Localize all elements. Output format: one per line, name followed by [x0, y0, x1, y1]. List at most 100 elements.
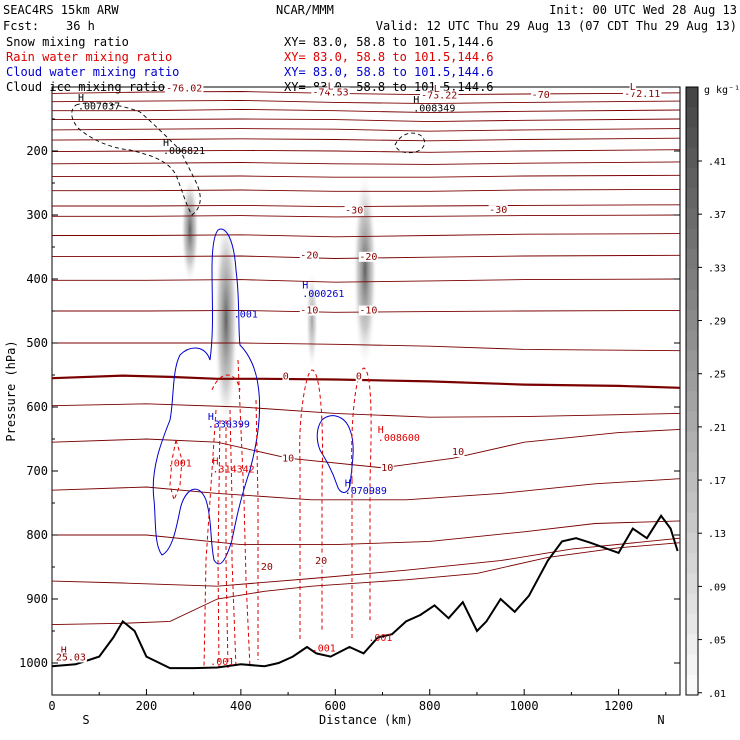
rain-contour-2 [255, 399, 259, 660]
temperature-label: -72.11 [624, 89, 660, 100]
isotherm-line [52, 188, 681, 192]
label-mask [344, 205, 364, 216]
isotherm-line [52, 233, 681, 238]
isotherm-line [51, 403, 681, 418]
temperature-label: -20 [300, 251, 318, 262]
isotherm-line [52, 309, 681, 313]
center-label: NCAR/MMM [276, 3, 334, 17]
isotherm-line [52, 118, 681, 123]
temperature-label: 20 [261, 562, 273, 573]
forecast-label: Fcst: [3, 19, 39, 33]
ice-plume-1 [181, 175, 199, 285]
colorbar-band [686, 492, 698, 514]
ice-plume-3 [353, 170, 377, 370]
colorbar-band [686, 431, 698, 453]
isotherm-line [52, 214, 681, 218]
colorbar-band [686, 330, 698, 351]
colorbar-band [686, 593, 698, 615]
temperature-label: 20 [315, 556, 327, 567]
x-axis: 0 200 400 600 800 1000 1200 [48, 689, 667, 713]
terrain-profile [51, 514, 679, 670]
temperature-label: -10 [300, 306, 318, 317]
colorbar-label: .21 [708, 423, 726, 434]
x-tick-label: 200 [136, 699, 158, 713]
colorbar-band [686, 107, 698, 129]
colorbar-band [686, 289, 698, 311]
label-mask [54, 652, 87, 663]
isotherm-line [52, 342, 681, 352]
colorbar-band [686, 674, 698, 696]
y-tick-label: 900 [26, 592, 48, 606]
hydrometeor-label: .006821 [163, 146, 205, 157]
x-tick-label: 1200 [604, 699, 633, 713]
field-legend: Snow mixing ratio XY= 83.0, 58.8 to 101.5… [6, 35, 494, 94]
colorbar-band [686, 87, 698, 108]
temperature-label: 10 [282, 453, 294, 464]
label-mask [165, 83, 204, 94]
field-xy: XY= 83.0, 58.8 to 101.5,144.6 [284, 50, 494, 64]
hydrometeor-contours [71, 102, 426, 669]
isotherm-line [51, 99, 681, 105]
field-xy: XY= 83.0, 58.8 to 101.5,144.6 [284, 35, 494, 49]
isotherm-line [52, 204, 681, 208]
hydrometeor-label: .008349 [413, 103, 455, 114]
x-tick-label: 800 [419, 699, 441, 713]
colorbar-band [686, 188, 698, 210]
x-tick-label: 400 [230, 699, 252, 713]
hydrometeor-label: H [345, 478, 351, 489]
colorbar-band [686, 532, 698, 554]
x-tick-label: 1000 [510, 699, 539, 713]
isotherm-line [52, 278, 681, 283]
temperature-label: L [434, 84, 440, 95]
cloud-ice-contour-east [394, 132, 426, 154]
south-label: S [82, 713, 89, 727]
isotherm-line [52, 174, 681, 178]
colorbar: g kg⁻¹ .41 .37 .33 .29 .25 .21 .17 .13 .09 .05 .01 [685, 85, 740, 700]
temperature-label: L [328, 82, 334, 93]
label-mask [299, 250, 319, 261]
y-tick-label: 300 [26, 208, 48, 222]
cloud-water-contour-east [316, 415, 354, 493]
colorbar-band [686, 553, 698, 574]
label-mask [419, 90, 459, 101]
hydrometeor-label: .008600 [378, 433, 420, 444]
y-tick-label: 1000 [19, 656, 48, 670]
label-mask [358, 251, 378, 262]
label-mask [451, 447, 465, 457]
temperature-label: 10 [381, 463, 393, 474]
colorbar-band [686, 168, 698, 189]
colorbar-band [686, 573, 698, 595]
colorbar-band [686, 512, 698, 534]
colorbar-label: .29 [708, 317, 726, 328]
colorbar-band [686, 411, 698, 433]
isotherm-line [51, 137, 681, 142]
label-mask [260, 562, 274, 573]
temperature-label: -10 [359, 306, 377, 317]
label-mask [282, 371, 289, 382]
label-mask [531, 89, 551, 100]
colorbar-label: .01 [708, 689, 726, 700]
ice-plume-4 [306, 270, 318, 370]
rain-contour-1 [169, 439, 183, 502]
forecast-hours: 36 h [66, 19, 95, 33]
isotherm-line [51, 374, 681, 389]
y-tick-label: 600 [26, 400, 48, 414]
isotherm-line [51, 91, 681, 96]
colorbar-band [686, 472, 698, 493]
label-mask [281, 453, 295, 464]
temperature-label: -30 [489, 205, 507, 216]
rain-contour-4 [351, 367, 372, 640]
colorbar-band [686, 147, 698, 169]
colorbar-units: g kg⁻¹ [704, 85, 740, 96]
hydrometeor-label: .330399 [208, 419, 250, 430]
x-tick-label: 600 [324, 699, 346, 713]
x-tick-label: 0 [48, 699, 55, 713]
colorbar-band [686, 208, 698, 230]
cloud-ice-shading [181, 170, 377, 430]
y-tick-label: 700 [26, 464, 48, 478]
temperature-label: 25.03 [56, 652, 86, 663]
isotherm-line [52, 108, 681, 114]
hydrometeor-label: H [78, 93, 84, 104]
isotherm-line [52, 520, 681, 546]
